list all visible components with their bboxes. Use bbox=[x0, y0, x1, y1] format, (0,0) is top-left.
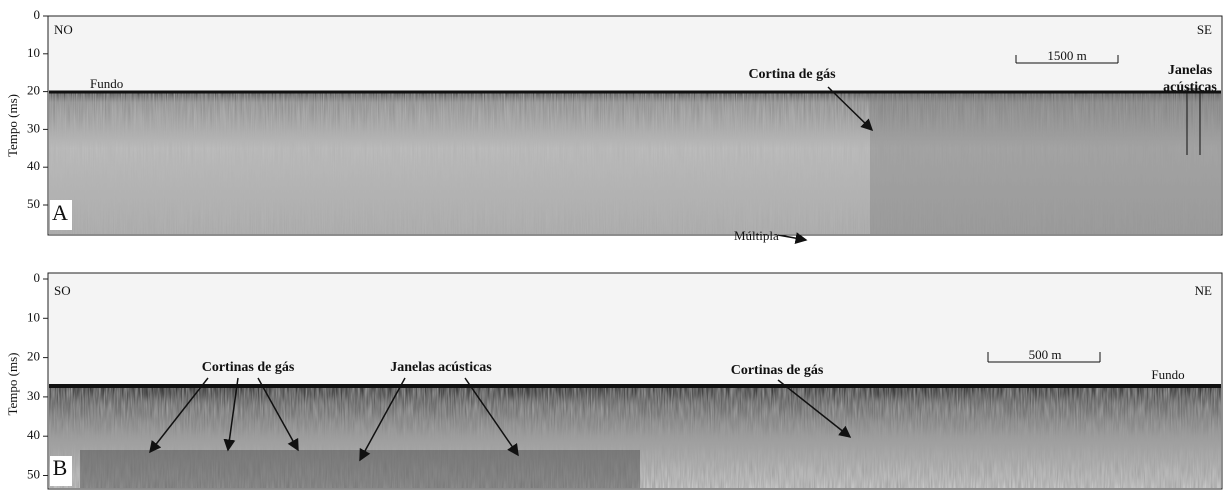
annotation: Fundo bbox=[90, 76, 123, 91]
panel-label: A bbox=[52, 200, 68, 225]
direction-right: SE bbox=[1197, 22, 1212, 37]
annotation: Janelas bbox=[1168, 63, 1213, 78]
y-tick-label: 40 bbox=[27, 427, 40, 442]
annotation: Cortinas de gás bbox=[202, 360, 295, 375]
scale-bar-label: 500 m bbox=[1029, 347, 1062, 362]
y-tick-label: 20 bbox=[27, 83, 40, 98]
panel-label: B bbox=[53, 455, 68, 480]
direction-left: SO bbox=[54, 283, 71, 298]
y-tick-label: 10 bbox=[27, 45, 40, 60]
annotation: Cortina de gás bbox=[748, 67, 836, 82]
y-axis-label: Tempo (ms) bbox=[5, 353, 20, 416]
annotation: Cortinas de gás bbox=[731, 363, 824, 378]
direction-right: NE bbox=[1195, 283, 1212, 298]
y-tick-label: 30 bbox=[27, 388, 40, 403]
y-tick-label: 50 bbox=[27, 466, 40, 481]
annotation: Múltipla bbox=[734, 228, 779, 243]
panel-b bbox=[48, 273, 1222, 489]
annotation: Fundo bbox=[1151, 367, 1184, 382]
direction-left: NO bbox=[54, 22, 73, 37]
y-tick-label: 50 bbox=[27, 196, 40, 211]
annotation: acústicas bbox=[1163, 80, 1217, 95]
y-axis-label: Tempo (ms) bbox=[5, 94, 20, 157]
panel-a bbox=[48, 16, 1222, 240]
y-tick-label: 10 bbox=[27, 309, 40, 324]
gas-curtains bbox=[80, 450, 640, 488]
annotation: Janelas acústicas bbox=[390, 360, 492, 375]
y-tick-label: 40 bbox=[27, 158, 40, 173]
seismic-shade bbox=[870, 93, 1221, 234]
y-tick-label: 0 bbox=[34, 270, 41, 285]
y-tick-label: 30 bbox=[27, 120, 40, 135]
figure: 0 10 20 30 40 50 Tempo (ms) A NO SE 1500 m Fundo Cor… bbox=[0, 0, 1225, 491]
y-tick-label: 20 bbox=[27, 349, 40, 364]
scale-bar-label: 1500 m bbox=[1047, 48, 1086, 63]
y-tick-label: 0 bbox=[34, 7, 41, 22]
